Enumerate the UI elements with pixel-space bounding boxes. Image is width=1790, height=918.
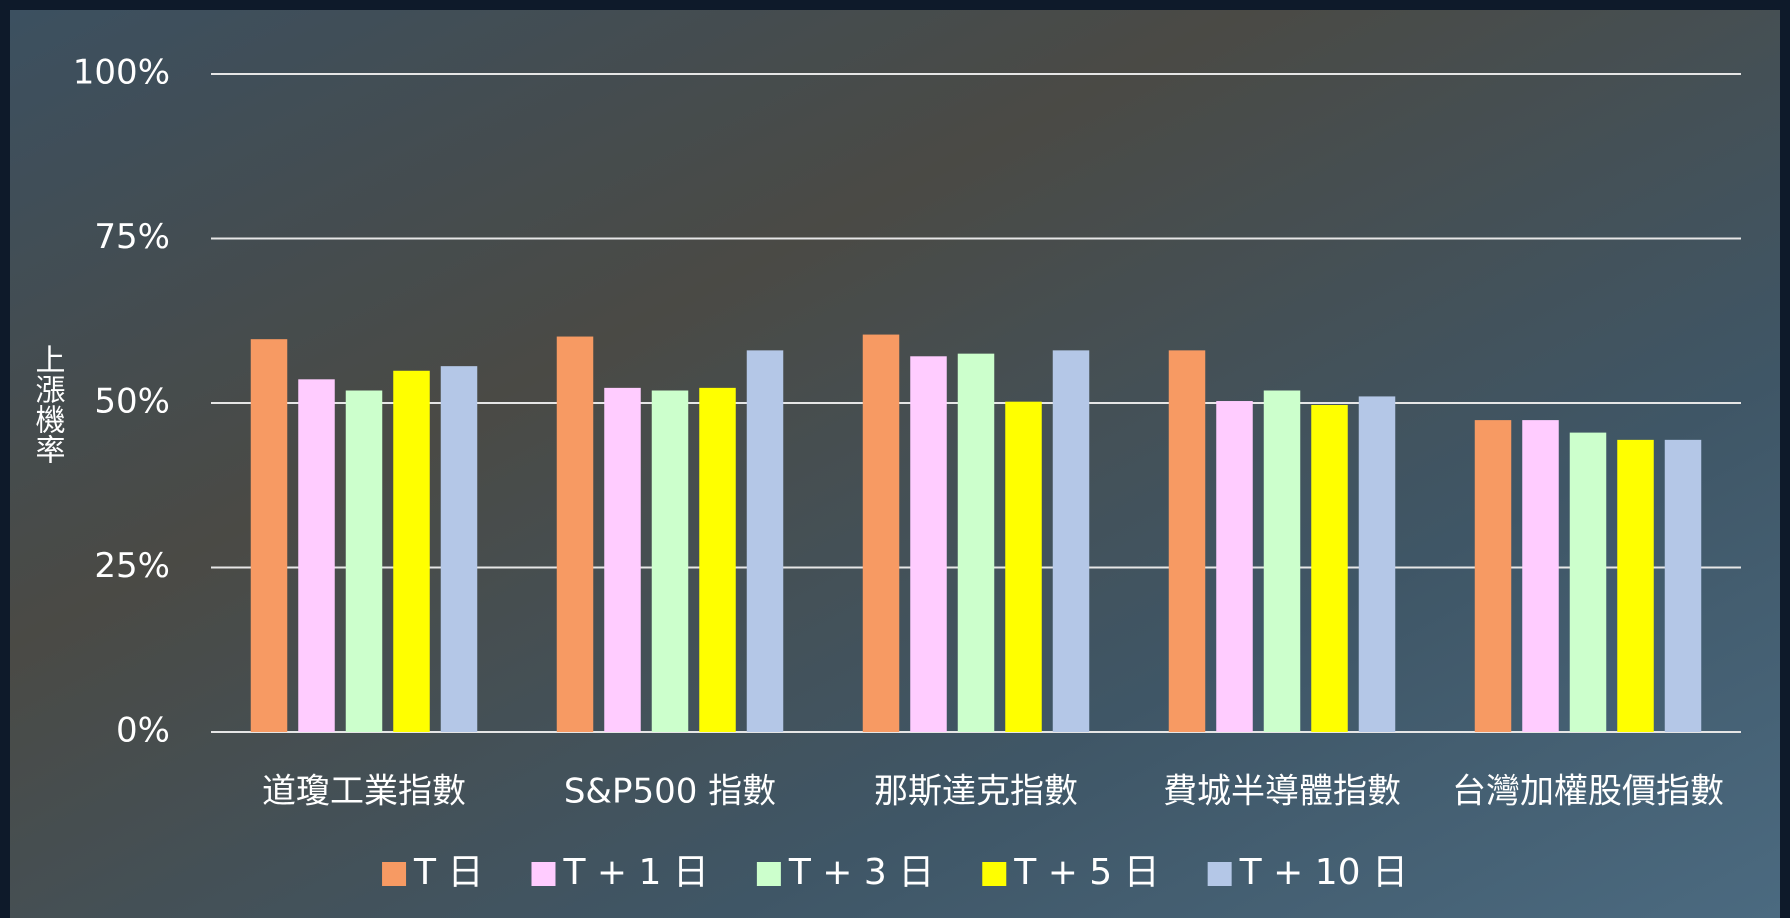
- page: {"chart_data": {"type": "bar", "y_label"…: [0, 0, 1790, 918]
- x-tick-label: 費城半導體指數: [1163, 772, 1401, 812]
- bar: [604, 388, 641, 732]
- legend-swatch: [982, 862, 1006, 886]
- bar: [910, 356, 947, 732]
- x-tick-label: 台灣加權股價指數: [1452, 772, 1724, 812]
- bar: [298, 379, 335, 732]
- bar: [346, 390, 383, 732]
- bar: [1053, 350, 1090, 732]
- bar: [393, 371, 430, 732]
- legend-label: T + 3 日: [788, 852, 934, 893]
- bar: [699, 388, 736, 732]
- bar: [1665, 440, 1702, 732]
- legend-swatch: [757, 862, 781, 886]
- bar: [958, 354, 995, 732]
- y-tick-label: 100%: [73, 53, 170, 93]
- legend-label: T + 5 日: [1013, 852, 1159, 893]
- chart: 上漲機率 0% 25% 50% 75% 100% 道瓊工業指數 S&P500 指數 那斯達克指…: [0, 0, 1790, 918]
- x-tick-label: S&P500 指數: [564, 772, 776, 812]
- legend-label: T 日: [413, 852, 483, 893]
- y-tick-label: 25%: [94, 546, 170, 586]
- legend-label: T + 1 日: [562, 852, 708, 893]
- x-tick-label: 那斯達克指數: [874, 772, 1078, 812]
- bar: [1617, 440, 1654, 732]
- bar: [1522, 420, 1559, 732]
- bar: [441, 366, 478, 732]
- y-tick-label: 0%: [116, 711, 170, 751]
- bar: [1216, 401, 1253, 732]
- y-tick-label: 50%: [94, 382, 170, 422]
- legend-swatch: [382, 862, 406, 886]
- bar: [1359, 396, 1396, 732]
- bar: [1570, 433, 1607, 732]
- x-tick-label: 道瓊工業指數: [262, 772, 466, 812]
- y-axis-title: 上漲機率: [30, 344, 66, 464]
- bar: [1311, 405, 1348, 732]
- bar: [1005, 402, 1042, 732]
- bar: [863, 335, 900, 732]
- legend-swatch: [531, 862, 555, 886]
- bar: [1169, 350, 1206, 732]
- legend-label: T + 10 日: [1239, 852, 1408, 893]
- bar: [747, 350, 784, 732]
- bar: [557, 337, 594, 732]
- bar: [1264, 390, 1301, 732]
- legend-swatch: [1208, 862, 1232, 886]
- y-tick-label: 75%: [94, 217, 170, 257]
- bar: [652, 390, 689, 732]
- bar: [1475, 420, 1512, 732]
- bar: [251, 339, 288, 732]
